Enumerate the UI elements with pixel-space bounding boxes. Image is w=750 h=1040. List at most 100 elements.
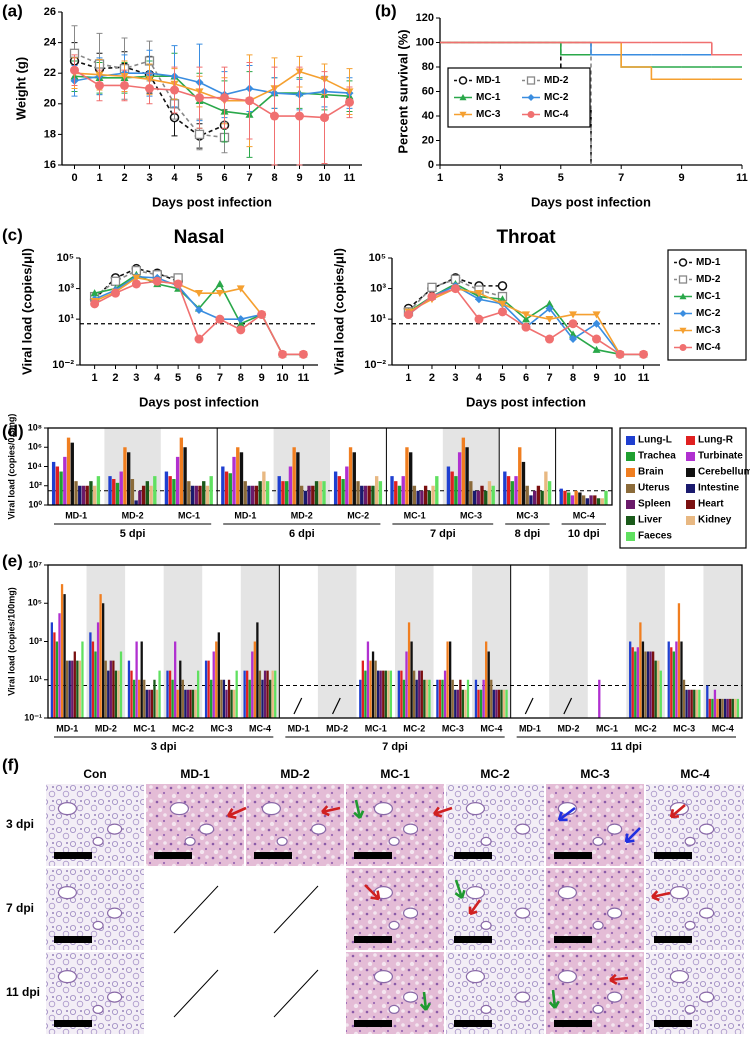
data-point bbox=[474, 295, 483, 304]
legend-swatch bbox=[686, 468, 695, 477]
bar bbox=[532, 490, 537, 505]
bar bbox=[451, 679, 454, 718]
legend-label: MD-1 bbox=[476, 75, 501, 86]
data-point bbox=[592, 334, 602, 344]
data-point bbox=[569, 311, 578, 319]
bar bbox=[675, 641, 678, 718]
bar bbox=[409, 452, 413, 505]
bar bbox=[247, 485, 251, 505]
bar bbox=[194, 485, 198, 505]
bar bbox=[436, 679, 439, 718]
bar bbox=[268, 679, 272, 718]
bar bbox=[187, 481, 191, 505]
bar bbox=[596, 498, 601, 505]
legend-label: MC-4 bbox=[696, 342, 721, 353]
bar bbox=[210, 679, 213, 718]
x-tick-label: MC-3 bbox=[460, 510, 482, 520]
airway bbox=[92, 920, 104, 931]
data-point bbox=[215, 289, 224, 298]
bar bbox=[718, 698, 722, 718]
x-tick-label: MC-2 bbox=[347, 510, 369, 520]
airway bbox=[92, 1004, 104, 1015]
x-tick-label: 1 bbox=[96, 172, 102, 184]
legend-marker bbox=[458, 76, 468, 85]
bar bbox=[153, 476, 157, 505]
data-point bbox=[474, 314, 484, 324]
bar bbox=[115, 482, 120, 505]
x-tick-label: 5 bbox=[196, 172, 202, 184]
x-tick-label: 7 bbox=[618, 172, 624, 184]
legend-label: MC-3 bbox=[476, 109, 501, 120]
y-tick-label: 10⁻² bbox=[52, 359, 74, 371]
bar bbox=[529, 495, 533, 505]
column-header: MC-1 bbox=[380, 767, 410, 781]
y-tick-label: 120 bbox=[416, 12, 434, 24]
y-axis-label: Viral load (copies/0.3mg) bbox=[6, 414, 16, 520]
airway bbox=[480, 836, 492, 847]
bar bbox=[175, 456, 180, 505]
bar bbox=[263, 670, 267, 718]
legend-label: Cerebellum bbox=[698, 467, 750, 478]
bar bbox=[461, 437, 466, 505]
bar bbox=[225, 689, 228, 718]
airway bbox=[184, 836, 196, 847]
bar bbox=[459, 679, 462, 718]
bar bbox=[138, 679, 141, 718]
legend-marker bbox=[679, 293, 687, 300]
scale-bar bbox=[654, 936, 692, 943]
x-tick-label: 0 bbox=[71, 172, 77, 184]
y-tick-label: 10¹ bbox=[29, 674, 42, 684]
bar bbox=[356, 481, 360, 505]
bar bbox=[261, 679, 264, 718]
bar bbox=[143, 679, 146, 718]
x-tick-label: 1 bbox=[437, 172, 443, 184]
data-point bbox=[195, 305, 203, 314]
airway bbox=[592, 1004, 604, 1015]
bar bbox=[540, 490, 544, 505]
bar bbox=[629, 641, 632, 718]
airway bbox=[57, 885, 78, 900]
bar bbox=[521, 461, 526, 505]
lesion-arrow bbox=[419, 991, 431, 1011]
bar bbox=[503, 471, 507, 505]
x-tick-label: MC-3 bbox=[211, 723, 233, 733]
data-point bbox=[320, 113, 329, 123]
bar bbox=[367, 485, 371, 505]
data-point bbox=[474, 289, 483, 298]
bar bbox=[96, 622, 100, 718]
bar bbox=[589, 495, 593, 505]
data-point bbox=[545, 299, 554, 308]
lesion-arrow bbox=[226, 806, 247, 819]
airway bbox=[606, 991, 623, 1003]
legend-label: Lung-L bbox=[638, 435, 672, 446]
data-point bbox=[90, 289, 99, 297]
bar bbox=[454, 689, 457, 718]
column-header: MC-4 bbox=[680, 767, 710, 781]
y-tick-label: 10³ bbox=[29, 636, 42, 646]
bar bbox=[711, 698, 714, 718]
bar bbox=[303, 490, 308, 505]
y-axis-label: Viral load (copies/μl) bbox=[19, 248, 34, 375]
data-point bbox=[95, 80, 104, 90]
bar bbox=[274, 670, 277, 718]
group-label: 6 dpi bbox=[289, 528, 315, 540]
bar bbox=[480, 485, 484, 505]
data-point bbox=[220, 93, 229, 103]
bar bbox=[410, 641, 413, 718]
x-tick-label: MD-2 bbox=[291, 510, 313, 520]
bar bbox=[397, 670, 400, 718]
bar bbox=[207, 660, 210, 718]
x-tick-label: 3 bbox=[452, 372, 458, 384]
airway bbox=[684, 1004, 696, 1015]
lesion-arrow bbox=[454, 879, 466, 900]
bar bbox=[731, 698, 734, 718]
bar bbox=[258, 670, 262, 718]
bar bbox=[333, 471, 338, 505]
x-tick-label: 8 bbox=[570, 372, 576, 384]
bar bbox=[361, 660, 364, 718]
group-label: 7 dpi bbox=[382, 741, 408, 753]
bar bbox=[465, 447, 469, 505]
data-point bbox=[295, 111, 304, 121]
bar bbox=[253, 641, 256, 718]
legend-marker bbox=[679, 327, 687, 334]
